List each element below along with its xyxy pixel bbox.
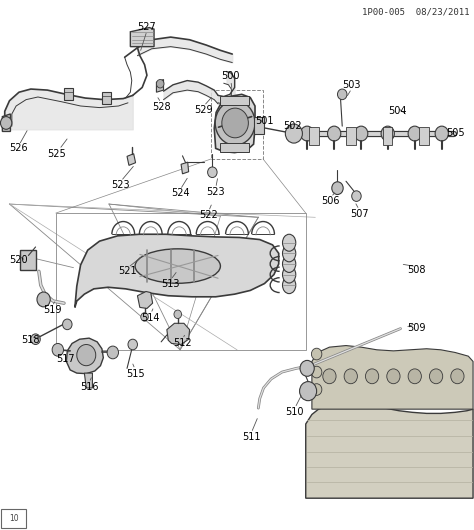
Ellipse shape <box>311 384 322 395</box>
Text: 504: 504 <box>388 107 407 116</box>
Polygon shape <box>156 80 164 92</box>
Polygon shape <box>214 94 255 153</box>
Circle shape <box>31 334 40 344</box>
Ellipse shape <box>311 366 322 378</box>
Circle shape <box>0 117 12 129</box>
Text: 506: 506 <box>321 197 340 206</box>
Circle shape <box>208 167 217 178</box>
Circle shape <box>352 191 361 201</box>
Polygon shape <box>312 346 473 409</box>
Polygon shape <box>130 28 154 47</box>
Circle shape <box>63 319 72 330</box>
Circle shape <box>222 108 248 138</box>
Text: 529: 529 <box>194 105 213 114</box>
FancyBboxPatch shape <box>1 509 26 528</box>
Ellipse shape <box>283 277 296 294</box>
Polygon shape <box>137 292 153 308</box>
Circle shape <box>429 369 443 384</box>
Text: 522: 522 <box>199 210 218 220</box>
Text: 519: 519 <box>43 305 62 315</box>
Polygon shape <box>309 127 319 145</box>
Circle shape <box>128 339 137 350</box>
Text: 500: 500 <box>221 72 240 81</box>
Text: 527: 527 <box>137 22 156 31</box>
Polygon shape <box>383 127 392 145</box>
Circle shape <box>300 360 314 376</box>
Polygon shape <box>167 323 190 344</box>
Polygon shape <box>306 404 473 498</box>
Circle shape <box>77 344 96 366</box>
Circle shape <box>301 126 314 141</box>
Polygon shape <box>75 234 279 307</box>
Text: 514: 514 <box>141 313 160 323</box>
Polygon shape <box>220 96 249 105</box>
Circle shape <box>408 126 421 141</box>
Text: 521: 521 <box>118 267 137 276</box>
Circle shape <box>174 310 182 319</box>
Polygon shape <box>84 373 92 388</box>
Ellipse shape <box>283 266 296 283</box>
Text: 508: 508 <box>407 266 426 275</box>
Circle shape <box>365 369 379 384</box>
Text: 502: 502 <box>283 121 302 131</box>
Text: 525: 525 <box>47 149 66 158</box>
Polygon shape <box>254 117 264 134</box>
Circle shape <box>52 343 64 356</box>
Text: 526: 526 <box>9 144 28 153</box>
Text: 1P00-005  08/23/2011: 1P00-005 08/23/2011 <box>362 8 469 17</box>
Text: 515: 515 <box>126 369 145 378</box>
Circle shape <box>141 313 148 321</box>
Text: 520: 520 <box>9 255 27 264</box>
Polygon shape <box>102 92 111 104</box>
Text: 523: 523 <box>206 187 225 197</box>
Circle shape <box>156 80 164 88</box>
Circle shape <box>328 126 341 141</box>
Circle shape <box>37 292 50 307</box>
Circle shape <box>107 346 118 359</box>
Ellipse shape <box>283 234 296 251</box>
Text: 505: 505 <box>446 128 465 137</box>
Text: 528: 528 <box>152 102 171 112</box>
Ellipse shape <box>135 249 220 283</box>
Text: 503: 503 <box>342 80 361 90</box>
Polygon shape <box>2 114 10 131</box>
Polygon shape <box>419 127 429 145</box>
Circle shape <box>215 101 255 145</box>
Ellipse shape <box>283 255 296 272</box>
Polygon shape <box>66 338 103 374</box>
Text: 517: 517 <box>56 355 75 364</box>
Circle shape <box>332 182 343 195</box>
Text: 510: 510 <box>285 408 304 417</box>
Circle shape <box>337 89 347 100</box>
Text: 507: 507 <box>350 209 369 218</box>
Polygon shape <box>20 250 36 270</box>
Circle shape <box>408 369 421 384</box>
Circle shape <box>381 126 394 141</box>
Circle shape <box>451 369 464 384</box>
Polygon shape <box>220 143 249 152</box>
Text: 513: 513 <box>161 279 180 288</box>
Polygon shape <box>64 88 73 100</box>
Text: 10: 10 <box>9 515 18 523</box>
Text: 512: 512 <box>173 339 192 348</box>
Text: 518: 518 <box>21 335 40 345</box>
Circle shape <box>435 126 448 141</box>
Polygon shape <box>127 154 136 165</box>
Ellipse shape <box>311 348 322 360</box>
Circle shape <box>355 126 368 141</box>
Ellipse shape <box>283 245 296 262</box>
Circle shape <box>387 369 400 384</box>
Text: 523: 523 <box>111 181 130 190</box>
Text: 501: 501 <box>255 116 274 126</box>
Circle shape <box>300 382 317 401</box>
Circle shape <box>285 124 302 143</box>
Text: 509: 509 <box>407 323 426 332</box>
Polygon shape <box>181 162 189 174</box>
Text: 516: 516 <box>80 382 99 392</box>
Polygon shape <box>346 127 356 145</box>
Text: 511: 511 <box>242 432 261 442</box>
Circle shape <box>344 369 357 384</box>
Circle shape <box>323 369 336 384</box>
Text: 524: 524 <box>171 189 190 198</box>
